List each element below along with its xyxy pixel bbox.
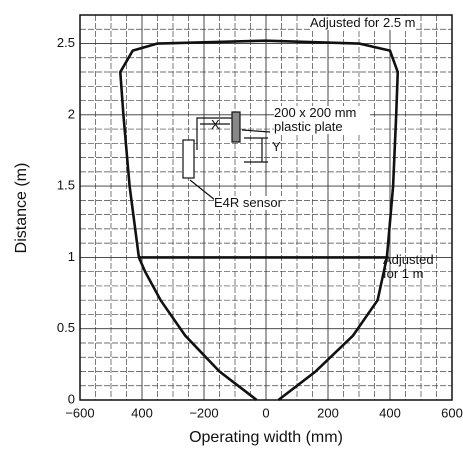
distance-line — [196, 117, 232, 150]
y-tick-label: 0.5 — [57, 320, 75, 335]
annotation: 200 x 200 mm plastic plate — [274, 106, 370, 134]
y-tick-label: 2 — [68, 106, 75, 121]
sensor-icon — [182, 139, 195, 179]
pointer — [241, 129, 271, 133]
series-label: Adjusted for 1 m — [383, 252, 434, 281]
x-tick-label: −200 — [189, 405, 218, 420]
pointer — [189, 179, 216, 201]
detection-curve — [119, 39, 400, 258]
y-tick-label: 1 — [68, 249, 75, 264]
x-tick-label: 400 — [131, 405, 153, 420]
plate-icon — [231, 111, 241, 143]
x-tick-label: −600 — [65, 405, 94, 420]
annotation: E4R sensor — [214, 195, 282, 210]
y-axis-label: Distance (m) — [13, 163, 30, 254]
y-tick-label: 1.5 — [57, 178, 75, 193]
y-tick-label: 2.5 — [57, 35, 75, 50]
detection-curve — [137, 256, 389, 402]
x-tick-label: 200 — [317, 405, 339, 420]
x-tick-label: 600 — [441, 405, 463, 420]
x-tick-label: 0 — [262, 405, 269, 420]
series-label: Adjusted for 2.5 m — [310, 15, 416, 30]
y-tick-label: 0 — [68, 391, 75, 406]
annotation: X — [211, 117, 220, 132]
setup-sketch — [182, 111, 271, 201]
plot-frame — [79, 14, 453, 401]
x-axis-label: Operating width (mm) — [189, 429, 343, 446]
x-tick-label: 400 — [379, 405, 401, 420]
annotation: Y — [272, 139, 281, 154]
